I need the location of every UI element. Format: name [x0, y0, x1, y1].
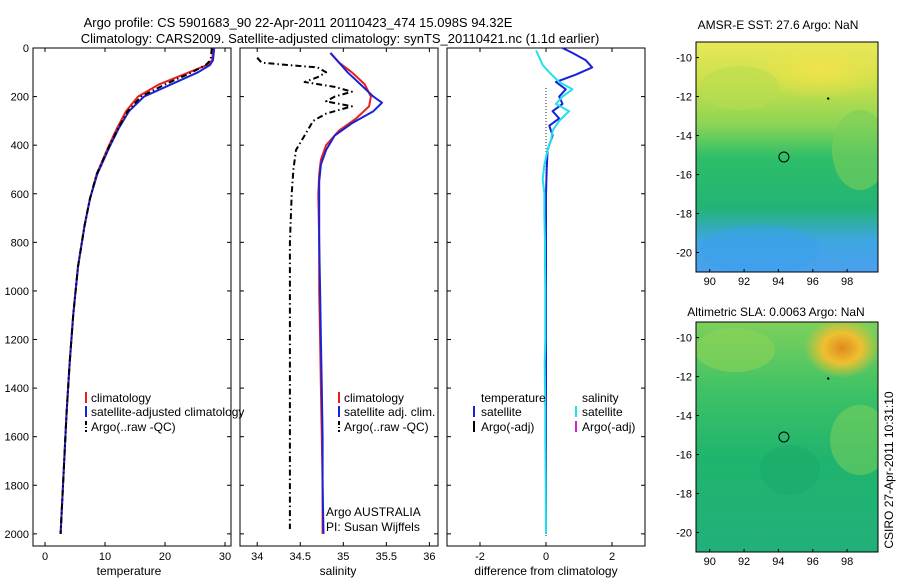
- map-x-tick-label: 98: [841, 276, 853, 288]
- y-tick-label: 1200: [5, 335, 29, 347]
- temperature-legend: climatology satellite-adjusted climatolo…: [85, 391, 244, 434]
- map-x-tick-label: 92: [738, 556, 750, 568]
- y-tick-label: 1000: [5, 286, 29, 298]
- x-tick-label: 35.5: [376, 551, 397, 563]
- y-tick-label: 1600: [5, 432, 29, 444]
- salinity-legend: climatology satellite adj. clim. Argo(..…: [326, 391, 435, 534]
- map-y-tick-label: -16: [676, 170, 692, 182]
- float-track-point: [827, 97, 830, 100]
- series-satellite-adjusted-climatology-line: [59, 47, 216, 534]
- sla-map-axes: 90 92 94 96 98 -10 -12 -14 -16 -18 -20: [676, 333, 853, 568]
- y-tick-label: 1800: [5, 480, 29, 492]
- series-argo-raw-qc-line: [59, 47, 213, 534]
- legend-entry: Argo(-adj): [481, 420, 534, 434]
- sst-map-title: AMSR-E SST: 27.6 Argo: NaN: [698, 18, 859, 32]
- legend-entry: Argo(-adj): [582, 420, 635, 434]
- temperature-panel: 0 10 20 30 0 200 400 600 800 1000 1200 1400 1600 1800…: [5, 43, 232, 563]
- map-y-tick-label: -20: [676, 248, 692, 260]
- map-y-tick-label: -14: [676, 131, 692, 143]
- difference-legend: temperature satellite Argo(-adj) salinit…: [473, 391, 635, 434]
- figure-title-line1: Argo profile: CS 5901683_90 22-Apr-2011 …: [84, 15, 513, 30]
- series-salinity-satellite-line: [535, 49, 574, 534]
- float-track-point: [827, 377, 830, 380]
- map-x-tick-label: 96: [807, 276, 819, 288]
- salinity-panel: 34 34.5 35 35.5 36: [240, 47, 438, 563]
- credit-label: CSIRO 27-Apr-2011 10:31:10: [882, 391, 896, 549]
- sla-heatmap: [696, 322, 878, 552]
- map-x-tick-label: 98: [841, 556, 853, 568]
- map-y-tick-label: -18: [676, 209, 692, 221]
- legend-entry: satellite: [582, 405, 623, 419]
- y-tick-label: 400: [11, 140, 29, 152]
- figure-title-line2: Climatology: CARS2009. Satellite-adjuste…: [81, 31, 600, 46]
- x-tick-label: 35: [337, 551, 349, 563]
- profile-location-marker: [778, 151, 790, 163]
- salinity-xlabel: salinity: [320, 564, 357, 578]
- legend-entry: satellite: [481, 405, 522, 419]
- legend-entry: Argo(..raw -QC): [91, 420, 176, 434]
- map-y-tick-label: -12: [676, 92, 692, 104]
- map-y-tick-label: -10: [676, 333, 692, 345]
- legend-entry: climatology: [91, 391, 151, 405]
- x-tick-label: 2: [609, 551, 615, 563]
- profile-location-marker: [778, 431, 790, 443]
- salinity-axes: [239, 47, 439, 547]
- legend-heading: temperature: [481, 391, 546, 405]
- argo-pi-label: PI: Susan Wijffels: [326, 520, 420, 534]
- map-y-tick-label: -14: [676, 411, 692, 423]
- x-tick-label: 0: [42, 551, 48, 563]
- sst-heatmap: [696, 42, 878, 272]
- difference-panel: -2 0 2: [447, 47, 645, 563]
- map-y-tick-label: -12: [676, 372, 692, 384]
- temperature-axes: [32, 47, 232, 547]
- series-satellite-adj-clim-line: [318, 52, 383, 534]
- x-tick-label: 10: [99, 551, 111, 563]
- x-tick-label: 36: [423, 551, 435, 563]
- y-tick-label: 1400: [5, 383, 29, 395]
- map-x-tick-label: 94: [772, 276, 784, 288]
- series-argo-raw-qc-line: [256, 57, 353, 529]
- x-tick-label: 20: [159, 551, 171, 563]
- map-x-tick-label: 92: [738, 276, 750, 288]
- map-x-tick-label: 90: [704, 276, 716, 288]
- series-climatology-line: [317, 52, 372, 534]
- y-tick-label: 0: [23, 43, 29, 55]
- y-tick-label: 2000: [5, 529, 29, 541]
- map-x-tick-label: 94: [772, 556, 784, 568]
- x-tick-label: 34.5: [290, 551, 311, 563]
- y-tick-label: 200: [11, 92, 29, 104]
- map-y-tick-label: -18: [676, 489, 692, 501]
- map-x-tick-label: 96: [807, 556, 819, 568]
- map-y-tick-label: -10: [676, 53, 692, 65]
- argo-program-label: Argo AUSTRALIA: [326, 505, 421, 519]
- legend-entry: satellite adj. clim.: [344, 405, 435, 419]
- y-tick-label: 800: [11, 237, 29, 249]
- x-tick-label: 34: [251, 551, 263, 563]
- series-climatology-line: [59, 47, 214, 534]
- sst-map-axes: 90 92 94 96 98 -10 -12 -14 -16 -18 -20: [676, 53, 853, 288]
- temperature-xlabel: temperature: [97, 564, 162, 578]
- map-y-tick-label: -16: [676, 450, 692, 462]
- difference-xlabel: difference from climatology: [474, 564, 617, 578]
- legend-entry: climatology: [344, 391, 404, 405]
- x-tick-label: 30: [219, 551, 231, 563]
- map-x-tick-label: 90: [704, 556, 716, 568]
- x-tick-label: 0: [543, 551, 549, 563]
- y-tick-label: 600: [11, 189, 29, 201]
- map-y-tick-label: -20: [676, 528, 692, 540]
- series-temperature-satellite-line: [545, 47, 594, 534]
- legend-heading: salinity: [582, 391, 619, 405]
- legend-entry: satellite-adjusted climatology: [91, 405, 244, 419]
- x-tick-label: -2: [475, 551, 485, 563]
- legend-entry: Argo(..raw -QC): [344, 420, 429, 434]
- sla-map-title: Altimetric SLA: 0.0063 Argo: NaN: [687, 305, 864, 319]
